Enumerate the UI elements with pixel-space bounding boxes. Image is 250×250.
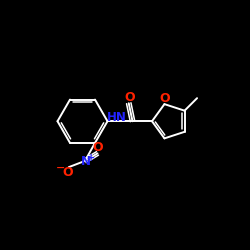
Text: N: N <box>81 155 91 168</box>
Text: +: + <box>87 153 95 163</box>
Text: HN: HN <box>107 111 127 124</box>
Text: O: O <box>93 142 103 154</box>
Text: O: O <box>124 91 134 104</box>
Text: O: O <box>159 92 170 105</box>
Text: −: − <box>56 163 66 173</box>
Text: O: O <box>62 166 73 179</box>
